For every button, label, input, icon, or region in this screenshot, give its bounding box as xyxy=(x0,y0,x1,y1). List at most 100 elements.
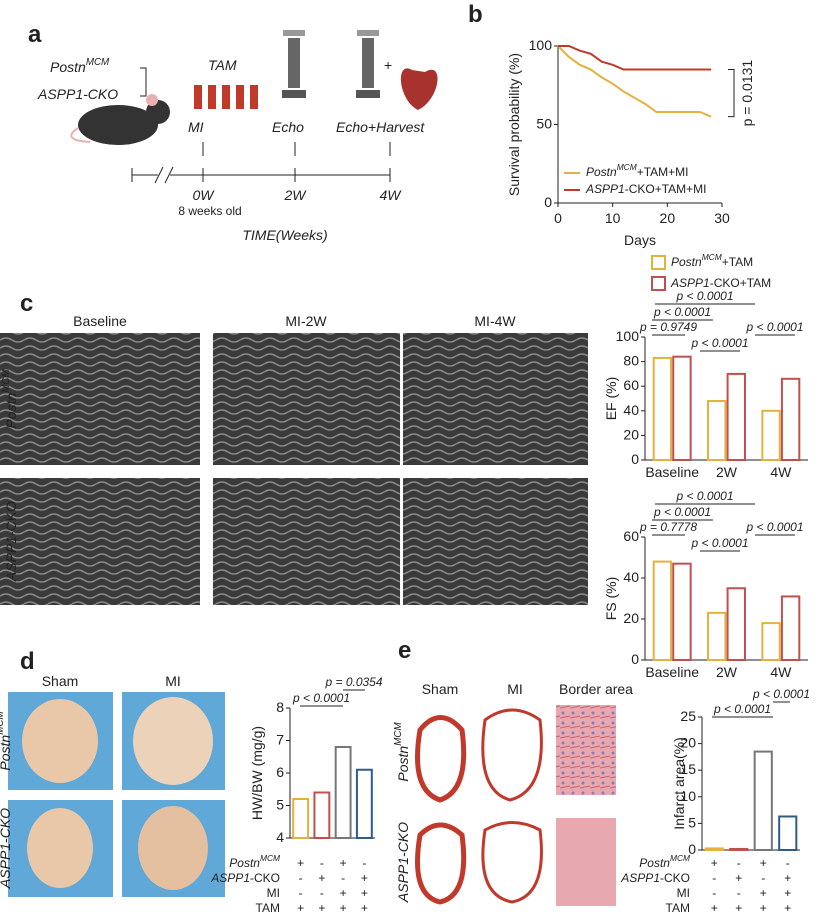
y-tick-label: 0 xyxy=(688,841,696,857)
condition-label: TAM xyxy=(666,901,690,915)
x-tick-label: 0 xyxy=(554,210,562,226)
condition-sign: + xyxy=(735,901,742,915)
condition-sign: + xyxy=(318,871,325,885)
p-value: p < 0.0001 xyxy=(690,336,748,350)
bar xyxy=(780,377,801,462)
histology xyxy=(415,705,616,906)
legend-label: PostnMCM+TAM+MI xyxy=(586,162,689,179)
row-label: ASPP1-CKO xyxy=(0,808,13,889)
legend-label: ASPP1-CKO+TAM xyxy=(670,276,771,290)
y-tick-label: 100 xyxy=(616,328,640,344)
p-value: p < 0.0001 xyxy=(675,289,733,303)
y-tick-label: 10 xyxy=(680,788,696,804)
condition-sign: + xyxy=(340,856,347,870)
y-axis-label: HW/BW (mg/g) xyxy=(249,726,265,820)
bar xyxy=(707,399,727,461)
bar xyxy=(652,356,673,461)
bar xyxy=(778,815,798,852)
y-tick-label: 5 xyxy=(276,796,284,812)
survival-line xyxy=(558,45,712,71)
column-label: MI-2W xyxy=(285,313,327,329)
condition-sign: - xyxy=(761,871,765,885)
y-tick-label: 100 xyxy=(529,37,553,53)
bar xyxy=(672,562,692,662)
y-tick-label: 25 xyxy=(680,708,696,724)
p-value: p < 0.0001 xyxy=(690,536,748,550)
x-tick-label: 2W xyxy=(716,664,738,680)
bar xyxy=(780,595,801,662)
y-tick-label: 50 xyxy=(536,115,552,131)
x-axis-label: Days xyxy=(624,232,656,248)
p-value: p < 0.0001 xyxy=(653,305,711,319)
bar xyxy=(652,560,673,661)
panel-label: b xyxy=(468,1,483,28)
treatment-label: TAM xyxy=(208,57,237,73)
row-label: PostnMCM xyxy=(393,722,411,782)
panel-label: e xyxy=(398,637,411,664)
condition-label: PostnMCM xyxy=(229,853,280,870)
panel-label: c xyxy=(20,290,33,317)
p-value: p = 0.0131 xyxy=(739,60,755,127)
column-label: Baseline xyxy=(73,313,127,329)
p-value: p < 0.0001 xyxy=(752,687,810,701)
condition-sign: - xyxy=(299,886,303,900)
column-label: MI xyxy=(507,681,523,697)
legend-label: PostnMCM+TAM xyxy=(671,252,753,269)
x-tick-label: 4W xyxy=(770,464,792,480)
condition-sign: - xyxy=(320,856,324,870)
p-bracket xyxy=(728,69,735,118)
row-label: ASPP1-CKO xyxy=(395,822,411,903)
time-label: 2W xyxy=(284,187,308,203)
x-tick-label: 20 xyxy=(660,210,676,226)
condition-sign: + xyxy=(361,871,368,885)
y-tick-label: 80 xyxy=(623,352,639,368)
plus-sign: + xyxy=(384,57,392,73)
column-label: Sham xyxy=(422,681,459,697)
event-label: Echo+Harvest xyxy=(336,119,425,135)
column-label: Sham xyxy=(42,673,79,689)
survival-line xyxy=(557,45,712,118)
y-tick-label: 40 xyxy=(623,402,639,418)
condition-sign: - xyxy=(341,871,345,885)
condition-sign: + xyxy=(784,871,791,885)
y-tick-label: 6 xyxy=(276,764,284,780)
bar xyxy=(726,372,746,461)
condition-sign: - xyxy=(299,871,303,885)
column-label: MI xyxy=(165,673,181,689)
y-tick-label: 7 xyxy=(276,731,284,747)
y-axis-label: EF (%) xyxy=(603,377,619,421)
p-value: p < 0.0001 xyxy=(713,702,771,716)
p-value: p < 0.0001 xyxy=(745,320,803,334)
time-label: 4W xyxy=(380,187,403,203)
condition-label: MI xyxy=(677,886,690,900)
condition-sign: + xyxy=(318,901,325,915)
panel-label: d xyxy=(20,648,35,675)
condition-sign: - xyxy=(712,871,716,885)
bar xyxy=(313,791,331,839)
y-tick-label: 15 xyxy=(680,761,696,777)
genotype-label: ASPP1-CKO xyxy=(37,86,118,102)
condition-sign: - xyxy=(320,886,324,900)
condition-label: ASPP1-CKO xyxy=(620,871,690,885)
x-tick-label: Baseline xyxy=(645,464,699,480)
condition-sign: + xyxy=(361,886,368,900)
bar xyxy=(334,746,352,839)
y-tick-label: 4 xyxy=(276,829,284,845)
event-label: Echo xyxy=(272,119,304,135)
column-label: Border area xyxy=(559,681,633,697)
y-tick-label: 8 xyxy=(276,699,284,715)
bar xyxy=(292,798,310,839)
condition-sign: + xyxy=(784,886,791,900)
timeline-art xyxy=(70,30,438,184)
condition-sign: + xyxy=(297,856,304,870)
legend-label: ASPP1-CKO+TAM+MI xyxy=(585,182,707,196)
bar xyxy=(761,409,781,461)
event-label: MI xyxy=(188,119,204,135)
p-value: p = 0.9749 xyxy=(639,320,697,334)
y-axis-label: FS (%) xyxy=(603,577,619,621)
y-tick-label: 60 xyxy=(623,528,639,544)
y-axis-label: Infarct area(%) xyxy=(671,737,687,830)
x-tick-label: 10 xyxy=(605,210,621,226)
condition-sign: + xyxy=(340,886,347,900)
